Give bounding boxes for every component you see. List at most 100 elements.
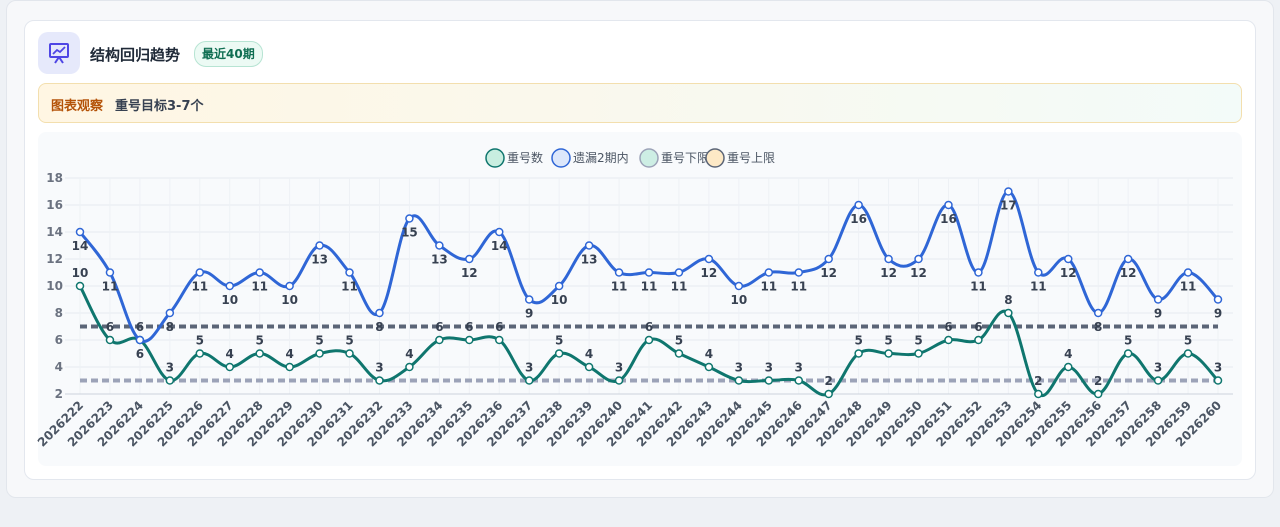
point [435,335,444,345]
data-label: 6 [136,347,144,361]
data-label: 4 [585,347,593,361]
point [1093,389,1103,399]
point [644,335,654,345]
point [824,254,833,264]
data-label: 3 [765,361,773,375]
data-label: 5 [884,334,892,348]
data-label: 6 [465,320,473,334]
data-label: 6 [106,320,114,334]
point [1004,187,1013,196]
point [584,241,594,250]
data-label: 2 [1094,374,1102,388]
point [1064,254,1073,264]
data-label: 4 [705,347,713,361]
data-label: 8 [1004,293,1012,307]
data-label: 6 [495,320,503,334]
point [375,376,384,385]
point [674,268,684,277]
data-label: 11 [760,280,777,294]
point [764,376,774,385]
point [914,254,923,264]
point [1034,389,1043,399]
point [1183,349,1193,358]
y-tick-label: 18 [46,171,63,185]
point [1213,376,1223,385]
data-label: 12 [1120,266,1137,280]
point [1213,295,1223,304]
point [584,362,594,372]
data-label: 5 [196,334,204,348]
data-label: 11 [970,280,987,294]
data-label: 5 [315,334,323,348]
data-label: 17 [1000,199,1017,213]
data-label: 6 [645,320,653,334]
data-label: 9 [525,307,533,321]
point [974,268,983,277]
y-tick-label: 14 [46,225,63,239]
chart-icon [38,32,80,74]
data-label: 5 [345,334,353,348]
data-label: 5 [1124,334,1132,348]
point [135,335,145,345]
point [704,254,714,264]
data-label: 3 [1154,361,1162,375]
data-label: 9 [1154,307,1162,321]
data-label: 4 [226,347,234,361]
data-label: 8 [166,320,174,334]
point [375,308,384,318]
point [614,376,624,385]
point [75,281,85,291]
point [1153,376,1163,385]
point [704,362,714,372]
data-label: 13 [581,253,598,267]
point [1153,295,1163,304]
banner: 图表观察 重号目标3-7个 [38,83,1242,123]
y-tick-label: 4 [55,360,63,374]
data-label: 14 [491,239,508,253]
point [674,349,684,358]
data-label: 4 [1064,347,1072,361]
point [944,200,953,210]
data-label: 11 [341,280,358,294]
data-label: 10 [221,293,238,307]
title: 结构回归趋势 [90,46,181,64]
data-label: 13 [311,253,328,267]
point [824,389,833,399]
legend-swatch [639,148,659,168]
data-label: 4 [285,347,293,361]
point [1123,349,1133,358]
legend-swatch [485,148,505,168]
point [614,268,624,277]
point [255,349,264,358]
point [225,362,234,372]
point [75,227,85,237]
data-label: 5 [256,334,264,348]
data-label: 3 [615,361,623,375]
data-label: 16 [940,212,957,226]
point [105,268,115,277]
legend-label: 重号上限 [727,151,775,165]
point [255,268,264,277]
point [524,295,534,304]
point [644,268,654,277]
data-label: 10 [551,293,568,307]
data-label: 11 [191,280,208,294]
y-tick-label: 10 [46,279,63,293]
point [165,376,175,385]
point [495,227,504,237]
data-label: 2 [1034,374,1042,388]
point [1064,362,1073,372]
series-line [78,189,1220,343]
data-label: 11 [790,280,807,294]
point [315,241,324,250]
data-label: 5 [854,334,862,348]
badge: 最近40期 [194,41,263,67]
data-label: 5 [675,334,683,348]
chart-area [38,132,1242,466]
point [285,281,294,291]
data-label: 2 [825,374,833,388]
data-label: 13 [431,253,448,267]
data-label: 3 [735,361,743,375]
data-label: 5 [914,334,922,348]
y-tick-label: 16 [46,198,63,212]
